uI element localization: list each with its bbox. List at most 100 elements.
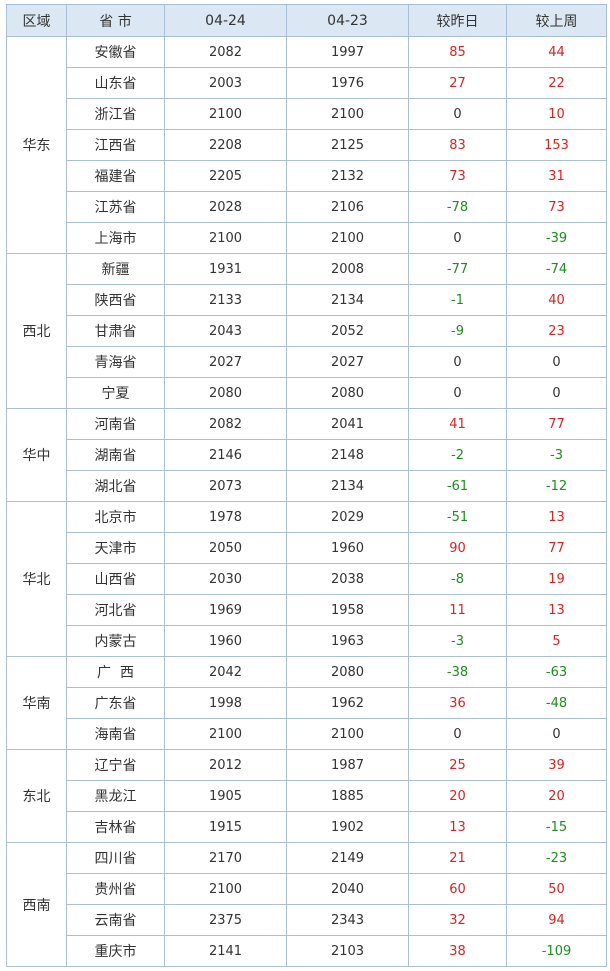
value-cell: 2100 <box>164 718 287 750</box>
province-cell: 山东省 <box>66 67 165 99</box>
value-cell: 1960 <box>286 532 409 564</box>
value-cell: 0 <box>408 222 507 254</box>
value-cell: 0 <box>408 718 507 750</box>
value-cell: 2040 <box>286 873 409 905</box>
value-cell: 2080 <box>286 656 409 688</box>
province-cell: 内蒙古 <box>66 625 165 657</box>
table-row: 重庆市 2141 2103 38 -109 <box>7 935 607 967</box>
value-cell: 2027 <box>164 346 287 378</box>
header-cell: 区域 <box>6 4 67 37</box>
table-row: 贵州省 2100 2040 60 50 <box>7 873 607 905</box>
value-cell: 0 <box>408 98 507 130</box>
value-cell: 2146 <box>164 439 287 471</box>
value-cell: 1963 <box>286 625 409 657</box>
table-row: 河北省 1969 1958 11 13 <box>7 594 607 626</box>
value-cell: 1958 <box>286 594 409 626</box>
value-cell: 1978 <box>164 501 287 533</box>
value-cell: 2205 <box>164 160 287 192</box>
value-cell: -39 <box>506 222 607 254</box>
value-cell: -12 <box>506 470 607 502</box>
province-cell: 河北省 <box>66 594 165 626</box>
value-cell: 20 <box>506 780 607 812</box>
table-row: 上海市 2100 2100 0 -39 <box>7 222 607 254</box>
value-cell: 20 <box>408 780 507 812</box>
province-cell: 陕西省 <box>66 284 165 316</box>
value-cell: -8 <box>408 563 507 595</box>
province-cell: 辽宁省 <box>66 749 165 781</box>
value-cell: 2100 <box>164 222 287 254</box>
province-cell: 宁夏 <box>66 377 165 409</box>
value-cell: 2134 <box>286 284 409 316</box>
table-row: 天津市 2050 1960 90 77 <box>7 532 607 564</box>
value-cell: 2073 <box>164 470 287 502</box>
value-cell: 44 <box>506 36 607 68</box>
header-cell: 04-24 <box>164 4 287 37</box>
value-cell: -48 <box>506 687 607 719</box>
value-cell: 39 <box>506 749 607 781</box>
value-cell: 2082 <box>164 36 287 68</box>
value-cell: 2080 <box>286 377 409 409</box>
table-row: 华东 安徽省 2082 1997 85 44 <box>6 36 607 254</box>
value-cell: 2028 <box>164 191 287 223</box>
value-cell: 2149 <box>286 842 409 874</box>
province-cell: 浙江省 <box>66 98 165 130</box>
price-table: 区域省 市 04-24 04-23 较昨日 较上周 华东 安徽省 2082 1997 85 44 山… <box>6 4 607 967</box>
province-cell: 甘肃省 <box>66 315 165 347</box>
province-cell: 湖北省 <box>66 470 165 502</box>
value-cell: 27 <box>408 67 507 99</box>
header-cell: 较上周 <box>506 4 607 37</box>
region-cell: 东北 <box>6 749 67 843</box>
value-cell: 2029 <box>286 501 409 533</box>
value-cell: 2043 <box>164 315 287 347</box>
province-cell: 北京市 <box>66 501 165 533</box>
table-row: 内蒙古 1960 1963 -3 5 <box>7 625 607 657</box>
value-cell: 2082 <box>164 408 287 440</box>
value-cell: 10 <box>506 98 607 130</box>
value-cell: 2100 <box>286 98 409 130</box>
province-cell: 新疆 <box>66 253 165 285</box>
value-cell: 1905 <box>164 780 287 812</box>
value-cell: -1 <box>408 284 507 316</box>
value-cell: 2100 <box>164 873 287 905</box>
province-cell: 湖南省 <box>66 439 165 471</box>
table-row: 浙江省 2100 2100 0 10 <box>7 98 607 130</box>
header-row: 区域省 市 04-24 04-23 较昨日 较上周 <box>6 4 607 37</box>
value-cell: 77 <box>506 408 607 440</box>
value-cell: -51 <box>408 501 507 533</box>
province-cell: 山西省 <box>66 563 165 595</box>
province-cell: 云南省 <box>66 904 165 936</box>
table-row: 云南省 2375 2343 32 94 <box>7 904 607 936</box>
value-cell: 2008 <box>286 253 409 285</box>
value-cell: 1960 <box>164 625 287 657</box>
value-cell: 77 <box>506 532 607 564</box>
value-cell: 2132 <box>286 160 409 192</box>
table-body: 华东 安徽省 2082 1997 85 44 山东省 2003 1976 27 22 浙江省 2100 2… <box>6 36 607 967</box>
table-row: 海南省 2100 2100 0 0 <box>7 718 607 750</box>
value-cell: 23 <box>506 315 607 347</box>
value-cell: -61 <box>408 470 507 502</box>
province-cell: 海南省 <box>66 718 165 750</box>
value-cell: 1931 <box>164 253 287 285</box>
value-cell: 25 <box>408 749 507 781</box>
region-cell: 华中 <box>6 408 67 502</box>
value-cell: 0 <box>506 718 607 750</box>
value-cell: 38 <box>408 935 507 967</box>
value-cell: 0 <box>506 377 607 409</box>
value-cell: 2134 <box>286 470 409 502</box>
value-cell: 2042 <box>164 656 287 688</box>
value-cell: 2141 <box>164 935 287 967</box>
value-cell: -78 <box>408 191 507 223</box>
value-cell: -23 <box>506 842 607 874</box>
table-row: 东北 辽宁省 2012 1987 25 39 <box>6 749 607 843</box>
header-cell: 04-23 <box>286 4 409 37</box>
value-cell: 2050 <box>164 532 287 564</box>
table-row: 福建省 2205 2132 73 31 <box>7 160 607 192</box>
value-cell: 1976 <box>286 67 409 99</box>
value-cell: 2106 <box>286 191 409 223</box>
value-cell: -38 <box>408 656 507 688</box>
province-cell: 青海省 <box>66 346 165 378</box>
value-cell: 2170 <box>164 842 287 874</box>
value-cell: -3 <box>408 625 507 657</box>
value-cell: 153 <box>506 129 607 161</box>
